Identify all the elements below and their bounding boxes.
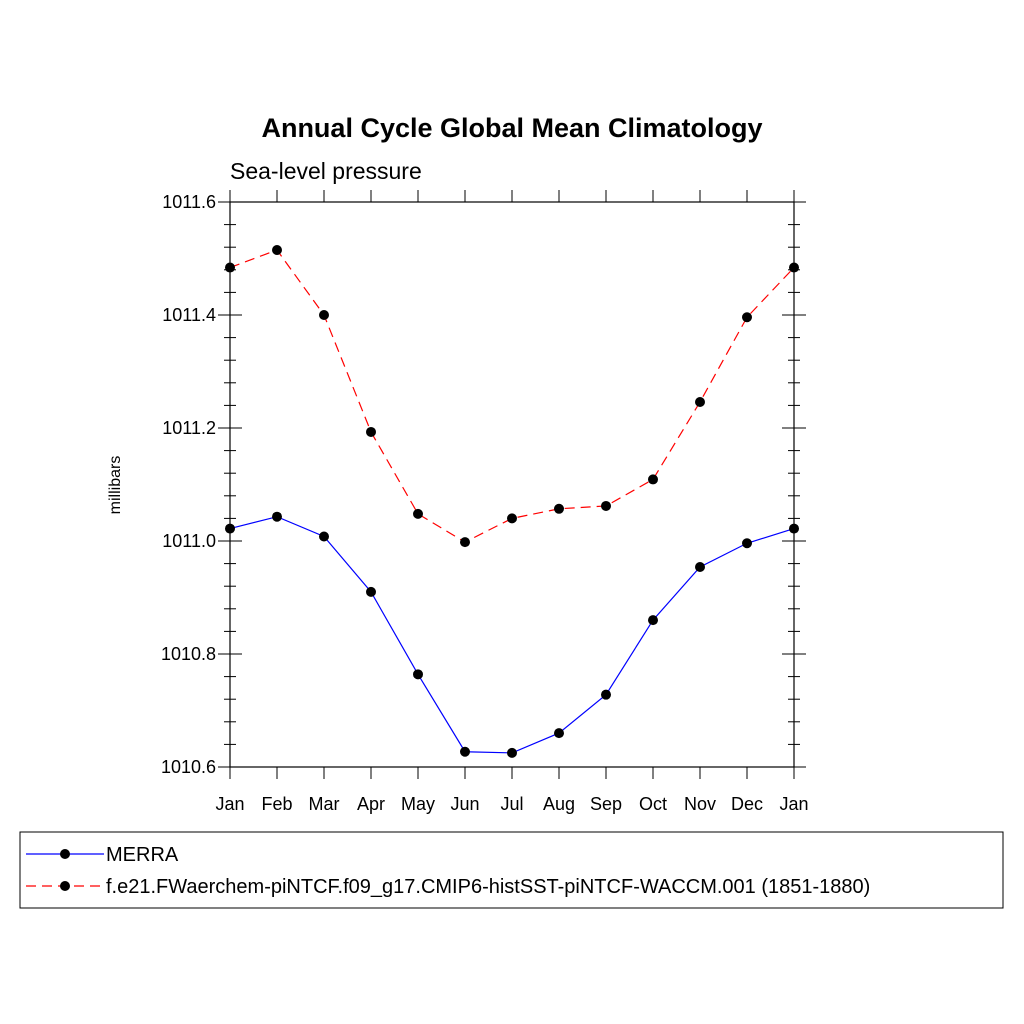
x-tick-label: Feb [261, 794, 292, 814]
x-tick-label: Mar [309, 794, 340, 814]
x-tick-label: Aug [543, 794, 575, 814]
y-tick-label: 1010.8 [161, 644, 216, 664]
y-axis-label: millibars [107, 456, 124, 515]
data-point [319, 310, 329, 320]
data-point [695, 561, 705, 572]
data-point [225, 523, 235, 534]
x-tick-label: Apr [357, 794, 385, 814]
data-point [366, 586, 376, 597]
data-point [554, 503, 564, 514]
data-point [695, 397, 705, 408]
y-tick-label: 1010.6 [161, 757, 216, 777]
legend-box [19, 831, 1004, 909]
data-point [601, 500, 611, 511]
x-tick-label: Dec [731, 794, 763, 814]
legend: MERRA f.e21.FWaerchem-piNTCF.f09_g17.CMIP… [19, 831, 1004, 909]
y-tick-label: 1011.4 [162, 305, 216, 325]
data-point [507, 513, 517, 524]
chart-subtitle: Sea-level pressure [230, 158, 422, 184]
data-point [789, 262, 799, 273]
data-point [648, 615, 658, 626]
x-tick-label: Jan [779, 794, 808, 814]
x-tick-label: Jun [450, 794, 479, 814]
y-tick-label: 1011.2 [162, 418, 216, 438]
x-tick-label: Jul [500, 794, 523, 814]
data-point [507, 747, 517, 758]
series-line-0 [229, 516, 795, 754]
x-tick-label: May [401, 794, 435, 814]
data-point [742, 538, 752, 549]
data-point [601, 689, 611, 700]
x-tick-label: Oct [639, 794, 667, 814]
data-point [272, 511, 282, 522]
legend-label-0: MERRA [106, 844, 179, 866]
data-point [460, 537, 470, 548]
data-point [554, 728, 564, 739]
y-tick-label: 1011.6 [162, 192, 216, 212]
data-point [272, 245, 282, 256]
series-line-1 [229, 249, 795, 543]
legend-label-1: f.e21.FWaerchem-piNTCF.f09_g17.CMIP6-his… [106, 876, 870, 898]
legend-marker-0 [60, 849, 70, 859]
legend-marker-1 [60, 881, 70, 891]
chart-title: Annual Cycle Global Mean Climatology [261, 113, 762, 143]
x-tick-label: Jan [215, 794, 244, 814]
x-tick-label: Sep [590, 794, 622, 814]
data-point [460, 746, 470, 757]
data-point [413, 669, 423, 680]
x-tick-label: Nov [684, 794, 716, 814]
y-tick-label: 1011.0 [162, 531, 216, 551]
data-point [225, 262, 235, 273]
plot-area: 1010.6 1010.8 1011.0 1011.2 1011.4 1011.6 Jan F… [161, 190, 809, 814]
data-point [789, 523, 799, 534]
data-point [319, 531, 329, 542]
data-point [648, 474, 658, 485]
data-point [413, 508, 423, 519]
data-point [366, 426, 376, 437]
plot-frame [229, 201, 795, 768]
data-point [742, 312, 752, 323]
